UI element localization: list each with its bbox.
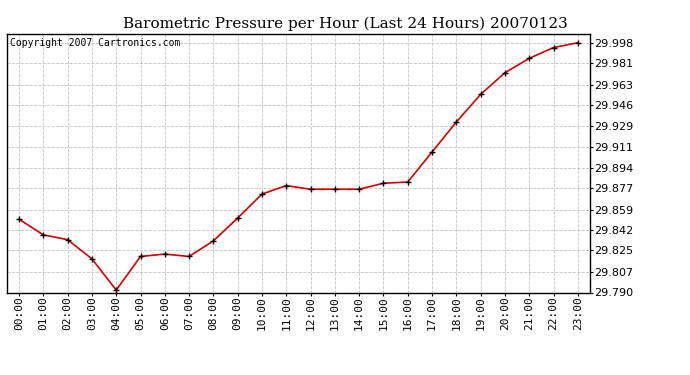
Text: Barometric Pressure per Hour (Last 24 Hours) 20070123: Barometric Pressure per Hour (Last 24 Ho… [123, 17, 567, 31]
Text: Copyright 2007 Cartronics.com: Copyright 2007 Cartronics.com [10, 38, 180, 48]
